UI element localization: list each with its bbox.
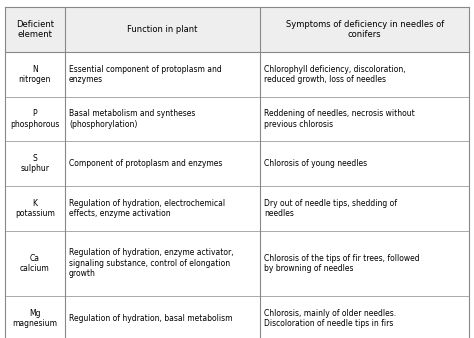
Text: Component of protoplasm and enzymes: Component of protoplasm and enzymes: [69, 159, 222, 168]
Text: Essential component of protoplasm and
enzymes: Essential component of protoplasm and en…: [69, 65, 222, 84]
Text: Basal metabolism and syntheses
(phosphorylation): Basal metabolism and syntheses (phosphor…: [69, 109, 195, 129]
Text: Ca
calcium: Ca calcium: [20, 254, 50, 273]
Text: Chlorophyll deficiency, discoloration,
reduced growth, loss of needles: Chlorophyll deficiency, discoloration, r…: [264, 65, 406, 84]
Text: Chlorosis, mainly of older needles.
Discoloration of needle tips in firs: Chlorosis, mainly of older needles. Disc…: [264, 309, 396, 328]
Text: Reddening of needles, necrosis without
previous chlorosis: Reddening of needles, necrosis without p…: [264, 109, 415, 129]
Text: Regulation of hydration, basal metabolism: Regulation of hydration, basal metabolis…: [69, 314, 232, 323]
Text: N
nitrogen: N nitrogen: [19, 65, 51, 84]
Text: Dry out of needle tips, shedding of
needles: Dry out of needle tips, shedding of need…: [264, 198, 397, 218]
Text: Symptoms of deficiency in needles of
conifers: Symptoms of deficiency in needles of con…: [286, 20, 444, 39]
Text: S
sulphur: S sulphur: [20, 154, 49, 173]
Text: K
potassium: K potassium: [15, 198, 55, 218]
Text: Function in plant: Function in plant: [128, 25, 198, 34]
Text: Regulation of hydration, electrochemical
effects, enzyme activation: Regulation of hydration, electrochemical…: [69, 198, 225, 218]
Text: Regulation of hydration, enzyme activator,
signaling substance, control of elong: Regulation of hydration, enzyme activato…: [69, 248, 234, 278]
Text: P
phosphorous: P phosphorous: [10, 109, 60, 129]
Text: Mg
magnesium: Mg magnesium: [12, 309, 57, 328]
Text: Chlorosis of young needles: Chlorosis of young needles: [264, 159, 367, 168]
Bar: [5, 7, 469, 52]
Text: Deficient
element: Deficient element: [16, 20, 54, 39]
Text: Chlorosis of the tips of fir trees, followed
by browning of needles: Chlorosis of the tips of fir trees, foll…: [264, 254, 419, 273]
